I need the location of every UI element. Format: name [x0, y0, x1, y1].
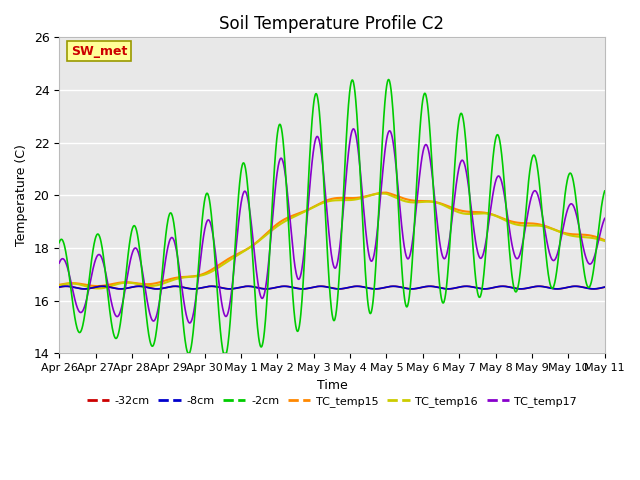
X-axis label: Time: Time: [317, 379, 348, 392]
Y-axis label: Temperature (C): Temperature (C): [15, 144, 28, 246]
Legend: -32cm, -8cm, -2cm, TC_temp15, TC_temp16, TC_temp17: -32cm, -8cm, -2cm, TC_temp15, TC_temp16,…: [82, 391, 582, 411]
Title: Soil Temperature Profile C2: Soil Temperature Profile C2: [220, 15, 444, 33]
Text: SW_met: SW_met: [71, 45, 127, 58]
